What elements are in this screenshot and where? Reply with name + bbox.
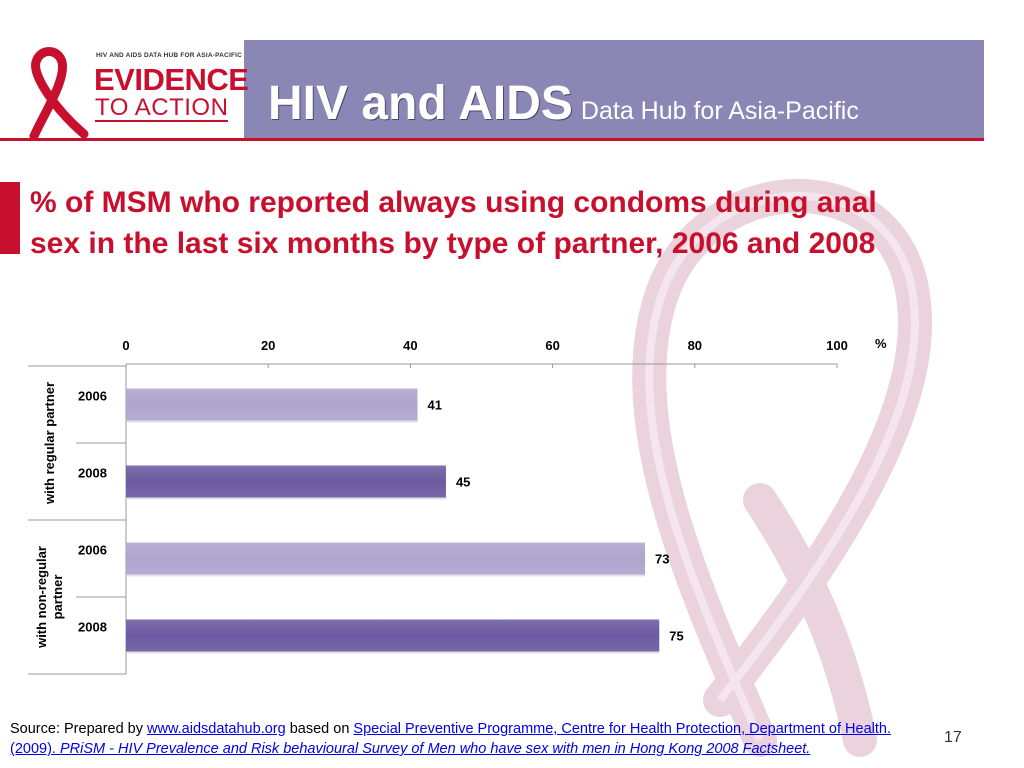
bar-value-label: 41 — [428, 398, 442, 413]
x-axis-unit: % — [875, 336, 887, 351]
source-footer: Source: Prepared by www.aidsdatahub.org … — [10, 719, 940, 759]
x-tick-label: 100 — [826, 338, 848, 353]
x-tick-label: 20 — [261, 338, 275, 353]
logo-to-action: TO ACTION — [95, 94, 229, 122]
source-link-aidsdatahub[interactable]: www.aidsdatahub.org — [147, 721, 286, 737]
source-link-prism[interactable]: PRiSM - HIV Prevalence and Risk behaviou… — [55, 741, 811, 757]
category-label: 2008 — [78, 620, 107, 635]
logo-tagline: HIV AND AIDS DATA HUB FOR ASIA-PACIFIC — [96, 52, 243, 59]
source-link-chp[interactable]: Special Preventive Programme, Centre for… — [10, 721, 891, 757]
x-tick-label: 0 — [122, 338, 129, 353]
group-label-line: with non-regular — [34, 546, 49, 649]
category-label: 2006 — [78, 543, 107, 558]
group-label: with non-regularpartner — [34, 546, 65, 649]
bar-value-label: 73 — [655, 552, 669, 567]
x-tick-label: 60 — [545, 338, 559, 353]
logo: HIV AND AIDS DATA HUB FOR ASIA-PACIFIC E… — [0, 40, 249, 138]
header-band: HIV AND AIDS DATA HUB FOR ASIA-PACIFIC E… — [0, 40, 984, 141]
source-middle: based on — [285, 721, 354, 737]
slide-title: % of MSM who reported always using condo… — [30, 186, 877, 260]
page-number: 17 — [944, 729, 962, 746]
bar-with-regular-partner-2008 — [126, 465, 446, 498]
source-prefix: Source: Prepared by — [10, 721, 148, 737]
group-label: with regular partner — [42, 382, 57, 505]
category-label: 2006 — [78, 389, 107, 404]
x-tick-label: 80 — [688, 338, 702, 353]
group-label-line: partner — [50, 575, 65, 620]
bar-with-non-regular-partner-2008 — [126, 619, 660, 652]
bar-with-non-regular-partner-2006 — [126, 542, 646, 575]
header-title-sub: Data Hub for Asia-Pacific — [580, 97, 859, 125]
bar-value-label: 75 — [669, 629, 683, 644]
header-title: HIV and AIDS Data Hub for Asia-Pacific — [268, 76, 859, 131]
x-tick-label: 40 — [403, 338, 417, 353]
bar-chart: 0 20 40 60 80 100 % with regular partner 2006 41 2… — [28, 336, 887, 675]
bar-value-label: 45 — [456, 475, 470, 490]
logo-evidence: EVIDENCE — [94, 62, 249, 97]
group-label-line: with regular partner — [42, 382, 57, 505]
bar-with-regular-partner-2006 — [126, 388, 418, 421]
title-accent-bar — [0, 182, 20, 254]
header-title-main: HIV and AIDS — [268, 77, 573, 130]
category-label: 2008 — [78, 466, 107, 481]
red-ribbon-icon — [29, 47, 89, 138]
